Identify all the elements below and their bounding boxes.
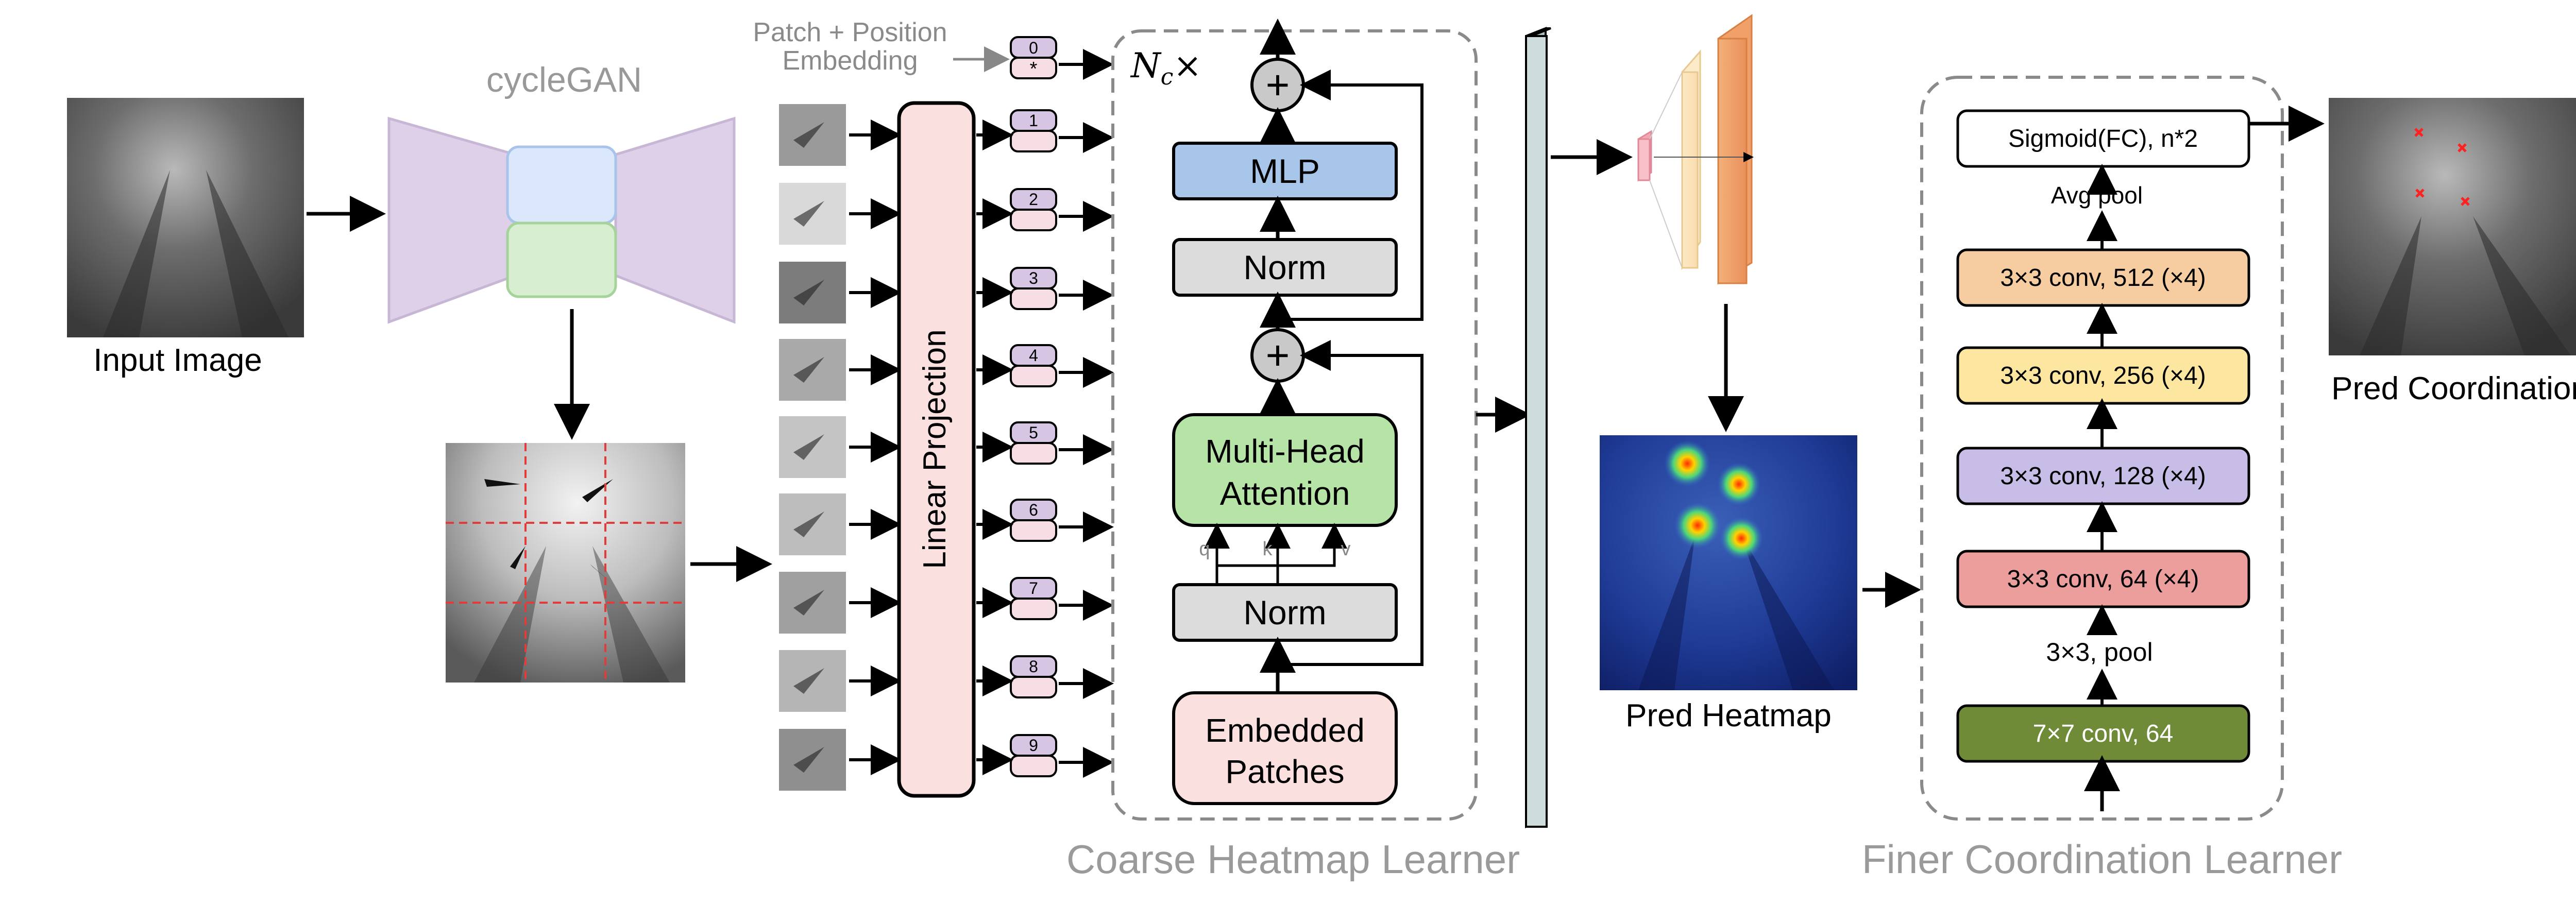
embedded-patches-line2: Patches — [1225, 753, 1344, 790]
finer-coordination-learner-caption: Finer Coordination Learner — [1862, 837, 2342, 882]
feature-column — [1525, 27, 1551, 828]
resnet-block-label: Sigmoid(FC), n*2 — [2008, 125, 2198, 152]
decoder-feature-maps — [1637, 14, 1754, 285]
pred-coordination-image — [2329, 98, 2576, 355]
image-patch — [779, 262, 902, 323]
patch-token: 5 — [976, 421, 1114, 465]
multi-head-attention-line1: Multi-Head — [1205, 433, 1364, 470]
patch-column — [779, 104, 902, 791]
resnet-block-label: 7×7 conv, 64 — [2033, 720, 2174, 747]
image-patch — [779, 493, 902, 555]
patch-token: 8 — [976, 655, 1114, 699]
resnet-block-label: 3×3 conv, 64 (×4) — [2007, 566, 2199, 593]
linear-projection-box — [897, 101, 976, 798]
resnet-block-label: 3×3 conv, 512 (×4) — [2000, 264, 2206, 292]
patch-token: 7 — [976, 577, 1114, 621]
norm-bottom-label: Norm — [1243, 593, 1326, 632]
transformer-repeat-label: Nc× — [1130, 46, 1202, 90]
value-label: v — [1341, 538, 1351, 560]
patch-token-index: 7 — [1029, 579, 1038, 598]
patch-token-index: 3 — [1029, 269, 1038, 287]
patch-token-index: 8 — [1029, 657, 1038, 676]
patch-token-index: 1 — [1029, 111, 1038, 130]
patch-token: 6 — [976, 499, 1114, 542]
input-image-label: Input Image — [93, 343, 262, 378]
token-column: 0* 1 2 3 4 5 6 7 8 9 — [976, 36, 1114, 778]
patch-token-index: 9 — [1029, 736, 1038, 755]
residual-add-top-symbol: + — [1266, 62, 1290, 108]
pool-3x3-label: 3×3, pool — [2046, 638, 2153, 667]
patch-token: 4 — [976, 344, 1114, 388]
cls-token-star: * — [1030, 58, 1038, 80]
resnet-block: Sigmoid(FC), n*2 — [1956, 109, 2250, 168]
norm-top-label: Norm — [1243, 248, 1326, 286]
cyclegan-generator — [387, 116, 736, 324]
patch-token-index: 2 — [1029, 190, 1038, 209]
resnet-block-label: 3×3 conv, 256 (×4) — [2000, 362, 2206, 389]
patch-embedding-line1: Patch + Position — [753, 18, 947, 47]
translated-image — [446, 443, 685, 683]
image-patch — [779, 339, 902, 401]
patch-token-index: 5 — [1029, 423, 1038, 442]
patch-token: 2 — [976, 188, 1114, 232]
embedded-patches-line1: Embedded — [1205, 712, 1365, 749]
embedded-patches-block — [1172, 691, 1398, 805]
residual-add-middle-symbol: + — [1266, 332, 1290, 378]
image-patch — [779, 416, 902, 478]
linear-projection-label: Linear Projection — [917, 329, 953, 569]
patch-token-index: 4 — [1029, 346, 1038, 365]
patch-embedding-line2: Embedding — [782, 46, 918, 76]
resnet-dashed-frame — [1920, 76, 2284, 821]
image-patch — [779, 104, 902, 166]
patch-token: 3 — [976, 267, 1114, 311]
resnet-blocks: Sigmoid(FC), n*2 3×3 conv, 512 (×4) 3×3 co… — [1956, 109, 2250, 763]
resnet-block: 3×3 conv, 128 (×4) — [1956, 447, 2250, 505]
image-patch — [779, 572, 902, 634]
pred-heatmap-image — [1600, 435, 1857, 690]
resnet-block: 3×3 conv, 256 (×4) — [1956, 346, 2250, 405]
resnet-block: 7×7 conv, 64 — [1956, 704, 2250, 763]
image-patch — [779, 183, 902, 245]
resnet-block: 3×3 conv, 512 (×4) — [1956, 248, 2250, 307]
input-image — [67, 98, 304, 337]
cls-token: 0* — [1010, 36, 1114, 80]
transformer-dashed-frame — [1111, 29, 1478, 821]
patch-token-index: 6 — [1029, 501, 1038, 519]
multi-head-attention-line2: Attention — [1220, 475, 1350, 512]
cls-token-index: 0 — [1029, 39, 1038, 57]
avg-pool-label: Avg pool — [2051, 182, 2143, 209]
resnet-block: 3×3 conv, 64 (×4) — [1956, 550, 2250, 608]
pred-heatmap-label: Pred Heatmap — [1625, 698, 1832, 734]
coarse-heatmap-learner-caption: Coarse Heatmap Learner — [1066, 837, 1520, 882]
key-label: k — [1263, 538, 1273, 560]
query-label: q — [1199, 538, 1210, 560]
mlp-label: MLP — [1250, 152, 1320, 190]
patch-token: 9 — [976, 734, 1114, 778]
image-patch — [779, 729, 902, 791]
cyclegan-label: cycleGAN — [486, 60, 642, 99]
image-patch — [779, 650, 902, 712]
pred-coordination-label: Pred Coordination — [2331, 371, 2576, 406]
patch-token: 1 — [976, 109, 1114, 153]
resnet-block-label: 3×3 conv, 128 (×4) — [2000, 463, 2206, 490]
